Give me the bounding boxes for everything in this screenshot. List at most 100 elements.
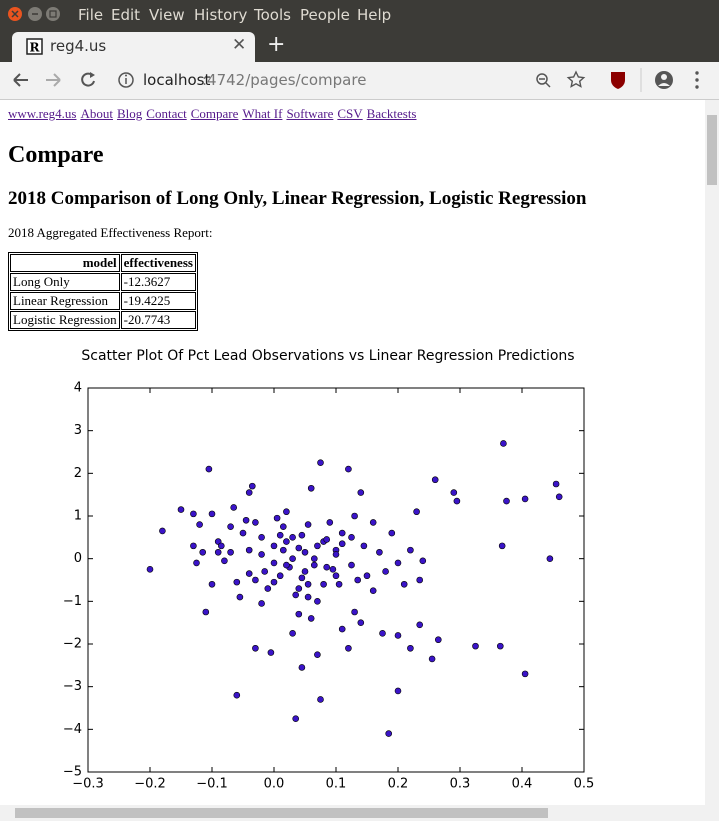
report-label: 2018 Aggregated Effectiveness Report: (8, 225, 213, 240)
point (552, 480, 560, 488)
point (245, 570, 253, 577)
cell: -12.3627 (120, 273, 196, 291)
point (289, 630, 296, 637)
v-scrollbar[interactable] (705, 100, 719, 805)
menu-item[interactable]: Help (357, 6, 392, 24)
point (314, 542, 321, 550)
nav-link[interactable]: Blog (116, 106, 143, 121)
point (190, 510, 197, 518)
menu-item[interactable]: Tools (254, 6, 291, 24)
favicon: R (26, 38, 43, 55)
point (202, 608, 210, 616)
point (258, 534, 265, 541)
y-tick-label: 4 (74, 381, 82, 396)
point (332, 572, 340, 580)
point (498, 542, 506, 550)
point (270, 578, 278, 586)
nav-link[interactable]: What If (242, 106, 283, 121)
point (227, 548, 234, 556)
point (521, 670, 529, 678)
point (307, 484, 315, 492)
point (298, 664, 306, 671)
point (348, 561, 355, 569)
nav-link[interactable]: Compare (190, 106, 239, 121)
y-tick-label: 2 (74, 466, 82, 481)
point (276, 572, 284, 580)
point (345, 644, 352, 652)
y-tick-label: −4 (63, 722, 82, 737)
point (348, 534, 355, 541)
point (357, 619, 365, 626)
h-scroll-thumb[interactable] (15, 808, 548, 818)
x-tick-label: 0.1 (326, 777, 347, 792)
nav-link[interactable]: About (80, 106, 113, 121)
cell: Long Only (10, 273, 120, 291)
url-host[interactable]: localhost (143, 71, 211, 89)
table: model effectiveness Long Only -12.3627 Lin… (8, 252, 198, 331)
point (413, 508, 420, 516)
cell: Linear Regression (10, 292, 120, 310)
point (394, 632, 402, 639)
point (314, 598, 321, 605)
point (351, 512, 358, 520)
point (230, 504, 237, 511)
menu-item[interactable]: Edit (111, 6, 141, 24)
point (245, 489, 253, 496)
cell: -20.7743 (120, 311, 196, 329)
point (292, 715, 300, 722)
nav-link[interactable]: Backtests (366, 106, 417, 121)
point (190, 542, 197, 550)
point (279, 546, 287, 554)
point (283, 538, 290, 545)
point (196, 521, 203, 528)
point (270, 559, 278, 567)
v-scroll-thumb[interactable] (707, 115, 717, 185)
point (369, 519, 377, 526)
point (276, 531, 284, 539)
point (261, 568, 269, 575)
point (252, 644, 259, 652)
tab[interactable]: R reg4.us ✕ (12, 32, 255, 62)
menu-item[interactable]: People (300, 6, 350, 24)
point (264, 585, 272, 592)
header-cell: effectiveness (120, 254, 196, 272)
h-scrollbar[interactable] (0, 805, 719, 821)
y-tick-label: −2 (63, 637, 82, 652)
point (503, 497, 510, 505)
point (199, 548, 206, 556)
x-tick-label: −0.3 (72, 777, 104, 792)
x-tick-label: 0.3 (450, 777, 471, 792)
menu-item[interactable]: File (78, 6, 104, 24)
point (301, 568, 309, 575)
point (521, 495, 529, 503)
nav-link[interactable]: Contact (146, 106, 187, 121)
point (279, 523, 287, 530)
point (298, 531, 306, 539)
point (360, 542, 368, 550)
point (242, 516, 250, 524)
menu-item[interactable]: History (194, 6, 248, 24)
point (369, 587, 377, 594)
point (351, 608, 358, 616)
tab-close[interactable]: ✕ (232, 35, 247, 55)
tab-title: reg4.us (50, 37, 107, 55)
new-tab[interactable]: + (267, 32, 286, 57)
header-cell: model (10, 254, 120, 272)
point (338, 625, 346, 633)
point (338, 529, 346, 537)
nav-link[interactable]: Software (286, 106, 334, 121)
point (252, 519, 259, 526)
window-controls (8, 7, 60, 21)
url-path[interactable]: :4742/pages/compare (202, 71, 367, 89)
point (385, 730, 393, 737)
point (345, 465, 352, 473)
point (298, 574, 306, 582)
point (320, 580, 327, 588)
nav-link[interactable]: CSV (337, 106, 363, 121)
nav-link[interactable]: www.reg4.us (8, 106, 77, 121)
menu-item[interactable]: View (149, 6, 185, 24)
point (227, 523, 234, 530)
point (239, 529, 247, 537)
point (354, 576, 362, 584)
